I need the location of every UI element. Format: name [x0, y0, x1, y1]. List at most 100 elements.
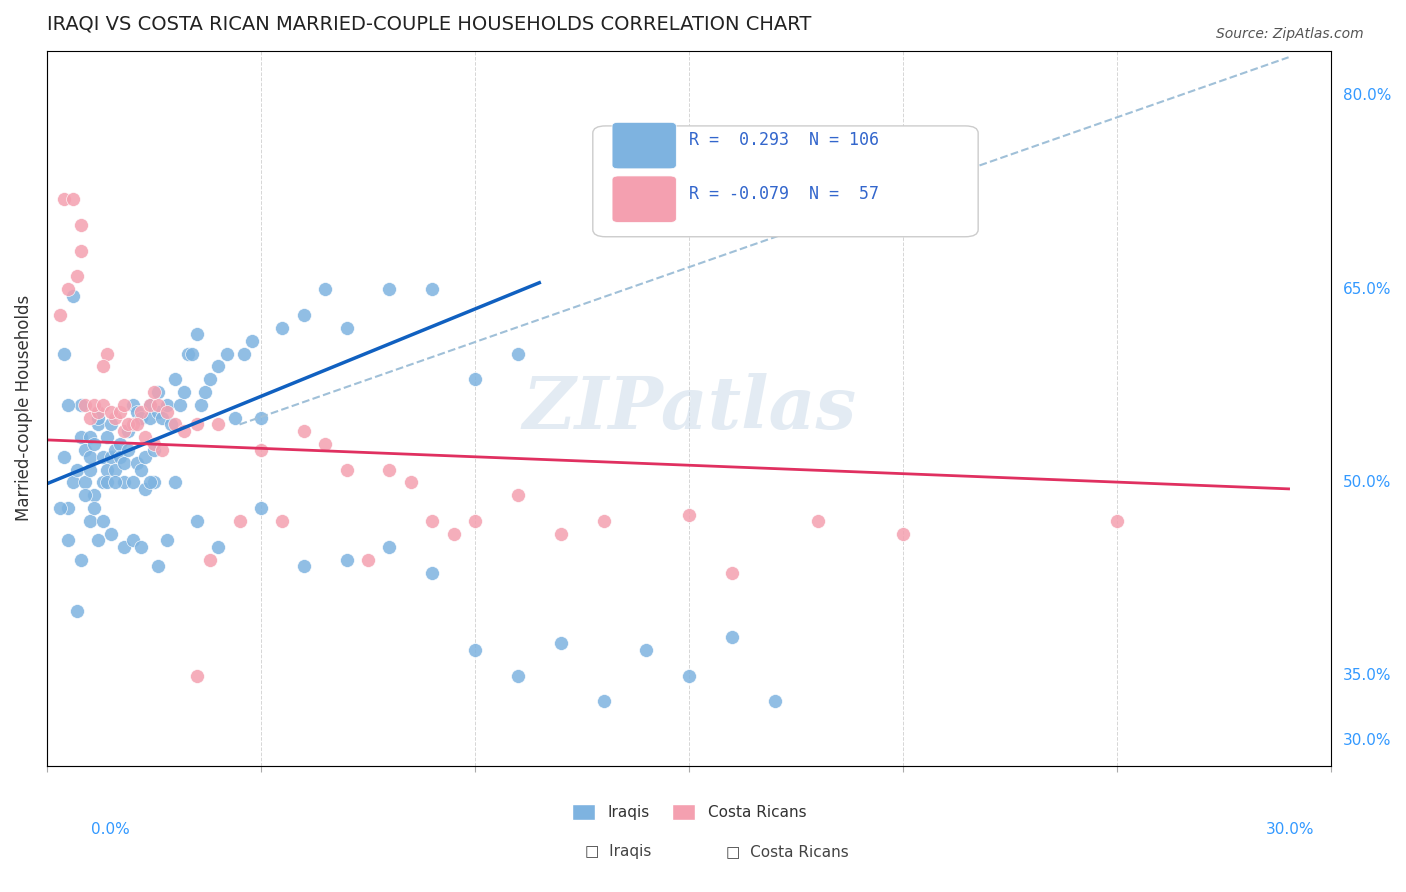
Point: [506, 488, 529, 502]
Point: [169, 398, 191, 412]
Point: [177, 346, 200, 360]
Point: [75, 475, 97, 490]
Point: [378, 282, 401, 296]
Point: [100, 450, 122, 464]
Point: [378, 540, 401, 554]
Point: [194, 385, 217, 400]
Point: [100, 417, 122, 432]
Point: [198, 553, 221, 567]
Text: 30.0%: 30.0%: [1267, 822, 1315, 837]
Point: [721, 566, 744, 580]
Point: [506, 668, 529, 682]
Point: [186, 668, 208, 682]
Point: [112, 456, 135, 470]
Point: [186, 327, 208, 342]
Point: [550, 527, 572, 541]
Point: [190, 398, 212, 412]
Point: [66, 604, 89, 618]
Point: [152, 411, 174, 425]
Point: [271, 321, 294, 335]
Point: [592, 514, 614, 528]
Point: [58, 282, 80, 296]
Point: [58, 398, 80, 412]
Text: 35.0%: 35.0%: [1343, 668, 1391, 683]
Point: [121, 533, 143, 548]
Point: [156, 404, 179, 418]
Point: [378, 462, 401, 476]
Point: [70, 553, 93, 567]
Point: [129, 404, 152, 418]
Point: [250, 501, 273, 516]
Point: [79, 411, 101, 425]
Point: [125, 456, 148, 470]
Point: [79, 430, 101, 444]
Point: [112, 475, 135, 490]
Point: [83, 437, 105, 451]
Point: [104, 475, 127, 490]
Point: [215, 346, 238, 360]
Point: [142, 385, 165, 400]
Point: [148, 398, 170, 412]
Point: [79, 462, 101, 476]
Text: 0.0%: 0.0%: [91, 822, 131, 837]
Point: [207, 540, 229, 554]
Point: [83, 398, 105, 412]
Point: [420, 282, 443, 296]
Point: [678, 668, 700, 682]
FancyBboxPatch shape: [612, 122, 676, 169]
Point: [87, 411, 110, 425]
Point: [198, 372, 221, 386]
Point: [125, 417, 148, 432]
Point: [112, 398, 135, 412]
Point: [271, 514, 294, 528]
Point: [148, 559, 170, 574]
Point: [636, 643, 658, 657]
Point: [420, 566, 443, 580]
Point: [108, 404, 131, 418]
Point: [148, 404, 170, 418]
Text: IRAQI VS COSTA RICAN MARRIED-COUPLE HOUSEHOLDS CORRELATION CHART: IRAQI VS COSTA RICAN MARRIED-COUPLE HOUS…: [46, 15, 811, 34]
Point: [1107, 514, 1129, 528]
Point: [721, 630, 744, 644]
Point: [165, 475, 187, 490]
Point: [75, 488, 97, 502]
Point: [148, 385, 170, 400]
Point: [125, 404, 148, 418]
Text: Source: ZipAtlas.com: Source: ZipAtlas.com: [1216, 27, 1364, 41]
Point: [232, 346, 254, 360]
Point: [62, 288, 84, 302]
Point: [108, 437, 131, 451]
Point: [250, 443, 273, 458]
Point: [250, 411, 273, 425]
Point: [592, 694, 614, 708]
Point: [66, 269, 89, 284]
Point: [173, 385, 195, 400]
Point: [134, 482, 156, 496]
Point: [100, 404, 122, 418]
Point: [314, 282, 336, 296]
Point: [112, 424, 135, 438]
Point: [129, 540, 152, 554]
Point: [70, 244, 93, 258]
Point: [70, 430, 93, 444]
Point: [112, 540, 135, 554]
Y-axis label: Married-couple Households: Married-couple Households: [15, 295, 32, 522]
Point: [96, 475, 118, 490]
Point: [66, 462, 89, 476]
Point: [138, 398, 160, 412]
Point: [75, 443, 97, 458]
Text: 50.0%: 50.0%: [1343, 475, 1391, 490]
Point: [96, 346, 118, 360]
Text: □  Iraqis: □ Iraqis: [585, 845, 652, 859]
Point: [506, 346, 529, 360]
Point: [550, 636, 572, 650]
Point: [79, 450, 101, 464]
Point: [117, 417, 139, 432]
Point: [121, 417, 143, 432]
Point: [58, 533, 80, 548]
Text: □  Costa Ricans: □ Costa Ricans: [725, 845, 849, 859]
Point: [186, 417, 208, 432]
Point: [48, 501, 70, 516]
Point: [100, 527, 122, 541]
Point: [138, 411, 160, 425]
